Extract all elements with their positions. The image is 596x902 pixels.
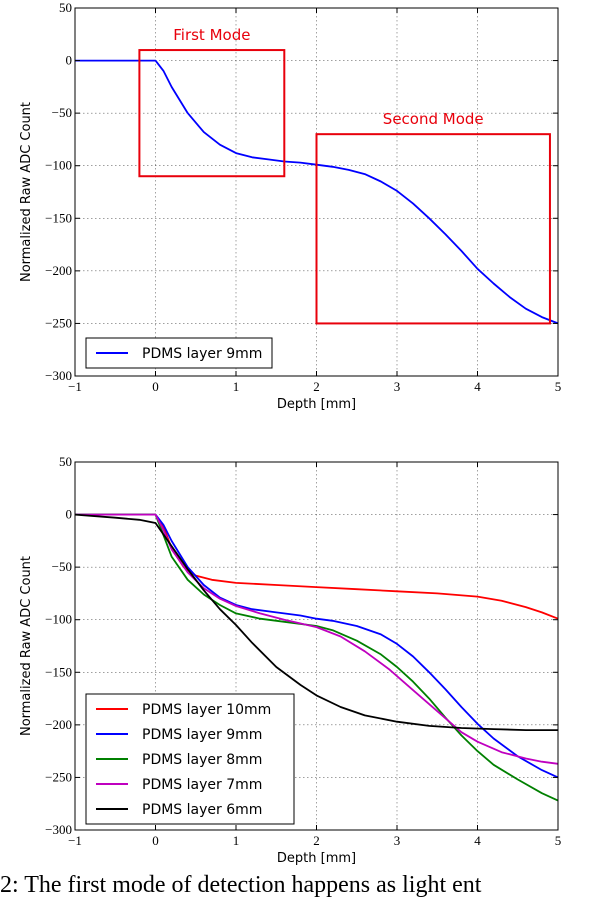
x-tick-label: 4 bbox=[474, 833, 481, 848]
y-tick-label: −300 bbox=[45, 822, 72, 837]
y-tick-label: 0 bbox=[66, 53, 73, 68]
x-tick-label: 5 bbox=[555, 833, 562, 848]
figure-caption: 2: The first mode of detection happens a… bbox=[0, 872, 482, 898]
x-tick-label: 2 bbox=[313, 833, 320, 848]
x-tick-label: 0 bbox=[152, 833, 159, 848]
y-axis-label: Normalized Raw ADC Count bbox=[19, 556, 34, 736]
annotation-box-2 bbox=[315, 133, 551, 325]
y-tick-label: −50 bbox=[52, 105, 72, 120]
chart-1: First Mode Second Mode −1 0 1 2 3 4 5 50 0 −50 −100 −… bbox=[19, 0, 561, 412]
legend: PDMS layer 10mm PDMS layer 9mm PDMS layer … bbox=[85, 693, 295, 825]
y-tick-label: −100 bbox=[45, 612, 72, 627]
chart-2: −1 0 1 2 3 4 5 50 0 −50 −100 −150 −200 −250 −300 Depth … bbox=[19, 454, 561, 866]
y-tick-label: −300 bbox=[45, 368, 72, 383]
legend-label: PDMS layer 8mm bbox=[142, 752, 262, 768]
y-tick-label: −100 bbox=[45, 158, 72, 173]
series-line-pdms-layer-10mm bbox=[75, 513, 559, 620]
x-tick-label: −1 bbox=[68, 379, 82, 394]
legend-label: PDMS layer 9mm bbox=[142, 346, 262, 362]
legend-label: PDMS layer 9mm bbox=[142, 727, 262, 743]
legend: PDMS layer 9mm bbox=[85, 337, 273, 369]
x-tick-label: 3 bbox=[394, 379, 401, 394]
x-tick-label: 0 bbox=[152, 379, 159, 394]
legend-label: PDMS layer 7mm bbox=[142, 777, 262, 793]
annotation-label-2: Second Mode bbox=[383, 110, 484, 128]
x-tick-label: 1 bbox=[233, 833, 240, 848]
series-line-pdms-layer-6mm bbox=[74, 513, 558, 731]
legend-label: PDMS layer 10mm bbox=[142, 702, 271, 718]
series-line-pdms-layer-9mm bbox=[75, 59, 559, 325]
series-line-pdms-layer-8mm bbox=[75, 513, 559, 802]
series-line-pdms-layer-9mm bbox=[75, 513, 559, 779]
x-tick-label: 3 bbox=[394, 833, 401, 848]
y-tick-label: 50 bbox=[59, 454, 72, 469]
y-tick-label: −50 bbox=[52, 559, 72, 574]
x-tick-label: 2 bbox=[313, 379, 320, 394]
y-tick-label: −200 bbox=[45, 717, 72, 732]
annotation-box-1 bbox=[138, 49, 286, 178]
x-axis-label: Depth [mm] bbox=[277, 851, 356, 866]
y-tick-label: −150 bbox=[45, 664, 72, 679]
legend-label: PDMS layer 6mm bbox=[142, 802, 262, 818]
x-tick-label: 1 bbox=[233, 379, 240, 394]
x-axis-label: Depth [mm] bbox=[277, 397, 356, 412]
y-tick-label: −150 bbox=[45, 210, 72, 225]
x-tick-label: 5 bbox=[555, 379, 562, 394]
y-tick-label: 50 bbox=[59, 0, 72, 15]
annotation-label-1: First Mode bbox=[173, 26, 250, 44]
y-tick-label: 0 bbox=[66, 507, 73, 522]
y-axis-label: Normalized Raw ADC Count bbox=[19, 102, 34, 282]
y-tick-label: −200 bbox=[45, 263, 72, 278]
y-tick-label: −250 bbox=[45, 769, 72, 784]
x-tick-label: −1 bbox=[68, 833, 82, 848]
x-tick-label: 4 bbox=[474, 379, 481, 394]
y-tick-label: −250 bbox=[45, 315, 72, 330]
